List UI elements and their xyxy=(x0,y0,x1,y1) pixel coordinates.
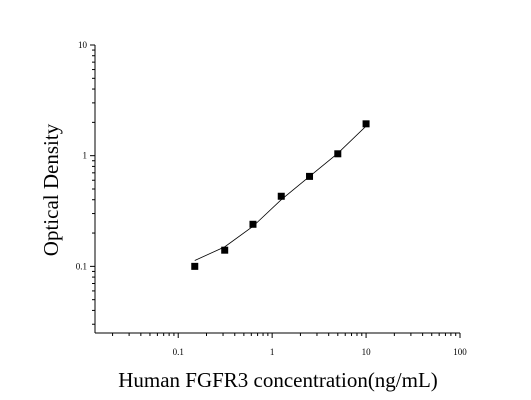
data-point xyxy=(306,172,314,180)
y-tick-label: 0.1 xyxy=(76,261,87,271)
x-tick-label: 0.1 xyxy=(173,347,184,357)
data-point xyxy=(221,246,229,254)
data-point xyxy=(277,192,285,200)
data-point xyxy=(249,220,257,228)
y-tick-label: 1 xyxy=(83,151,88,161)
data-point xyxy=(191,262,199,270)
x-tick-label: 1 xyxy=(270,347,275,357)
data-point xyxy=(362,120,370,128)
y-axis-title: Optical Density xyxy=(39,123,63,256)
x-axis-title: Human FGFR3 concentration(ng/mL) xyxy=(118,368,438,392)
data-point xyxy=(334,150,342,158)
x-tick-label: 100 xyxy=(453,347,467,357)
y-tick-label: 10 xyxy=(78,40,88,50)
x-tick-label: 10 xyxy=(362,347,372,357)
